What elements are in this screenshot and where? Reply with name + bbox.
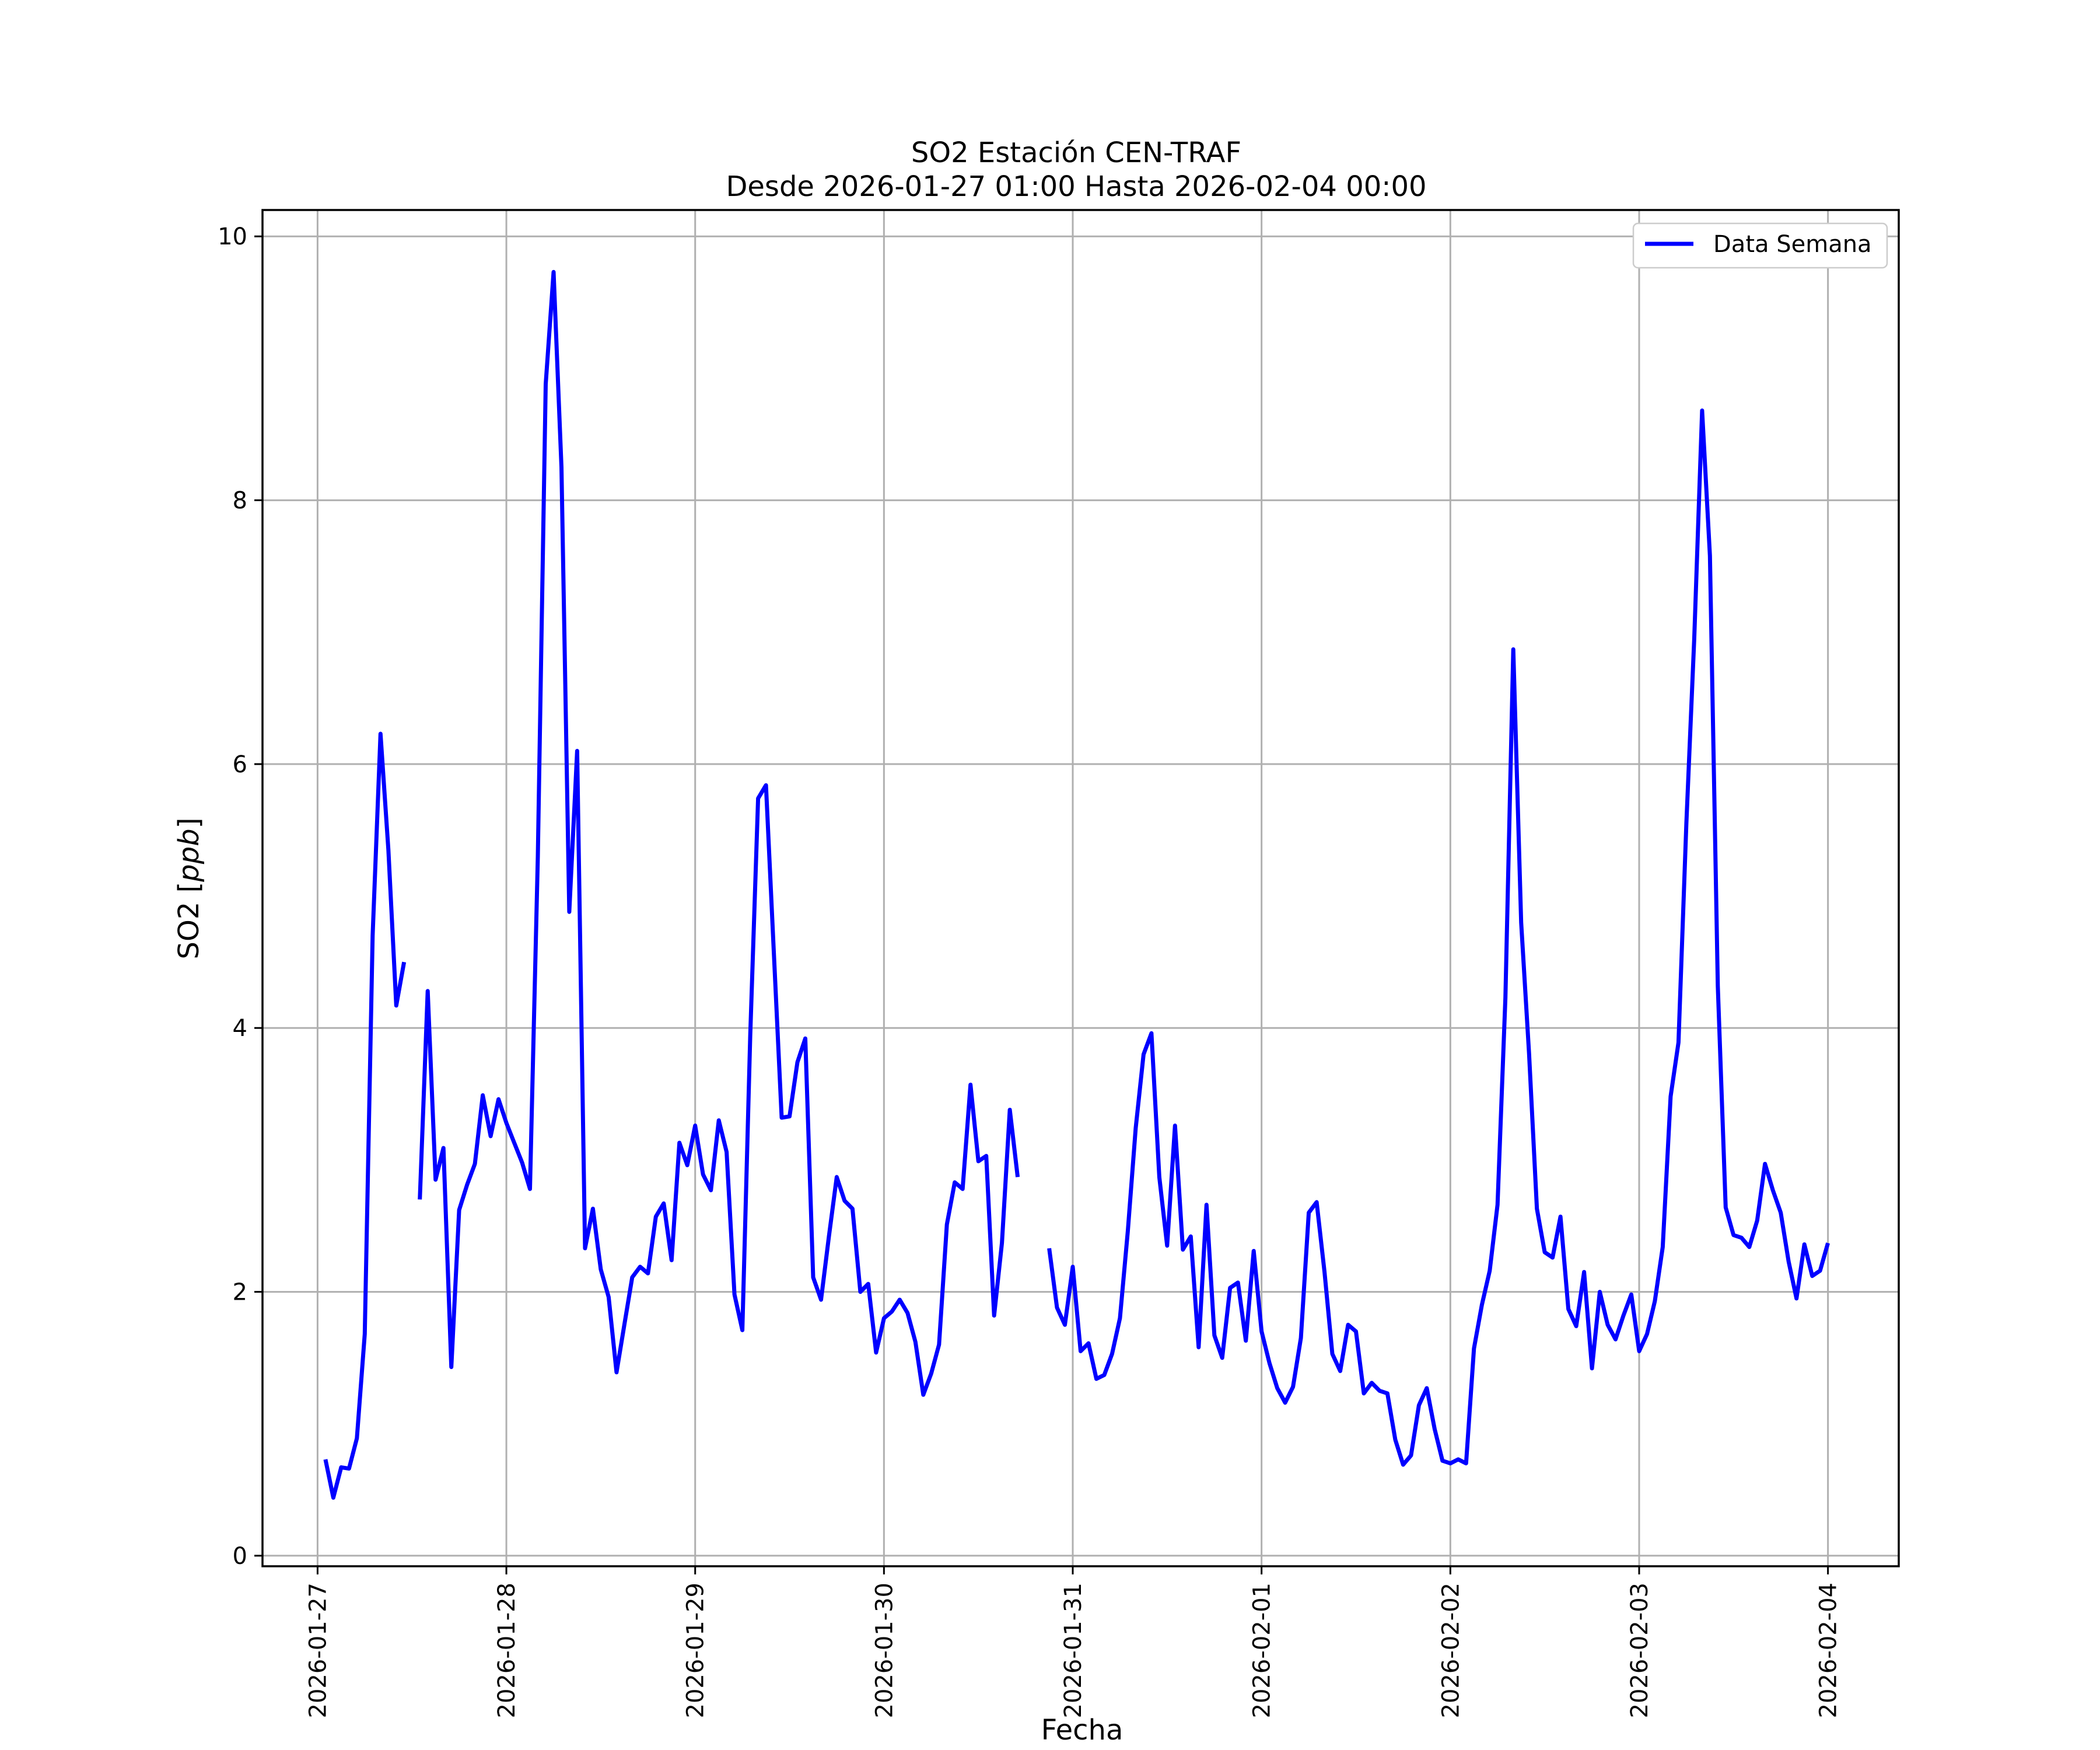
series-line-data-semana (1047, 408, 1830, 1467)
x-axis-ticks: 2026-01-27 2026-01-28 2026-01-29 2026-01-30… (304, 1566, 1842, 1718)
y-tick-label: 10 (218, 223, 247, 250)
x-axis-label: Fecha (1041, 1714, 1124, 1746)
chart-title-line-2: Desde 2026-01-27 01:00 Hasta 2026-02-04 … (726, 170, 1426, 203)
y-tick-label: 0 (233, 1543, 247, 1570)
series-line-data-semana (323, 732, 407, 1500)
y-axis-label: SO2 [ppb] (173, 818, 205, 960)
y-tick-label: 4 (233, 1015, 247, 1042)
x-tick-label: 2026-02-01 (1249, 1583, 1276, 1718)
x-tick-label: 2026-01-31 (1060, 1583, 1087, 1718)
chart-title-line-1: SO2 Estación CEN-TRAF (911, 136, 1241, 169)
x-tick-label: 2026-02-04 (1815, 1583, 1842, 1718)
y-tick-label: 8 (233, 488, 247, 514)
x-tick-label: 2026-01-29 (682, 1583, 709, 1718)
series-line-data-semana (418, 270, 1020, 1397)
legend-label-data-semana: Data Semana (1713, 231, 1872, 258)
series-layer (323, 270, 1830, 1500)
x-tick-label: 2026-01-28 (494, 1583, 520, 1718)
x-tick-label: 2026-01-30 (871, 1583, 898, 1718)
y-tick-label: 6 (233, 751, 247, 778)
y-axis-ticks: 0 2 4 6 8 10 (218, 223, 262, 1570)
plot-area-frame (261, 209, 1900, 1567)
y-tick-label: 2 (233, 1279, 247, 1306)
x-tick-label: 2026-02-02 (1437, 1583, 1464, 1718)
x-tick-label: 2026-01-27 (304, 1583, 331, 1718)
legend: Data Semana (1632, 222, 1888, 269)
legend-box (1632, 222, 1888, 269)
x-tick-label: 2026-02-03 (1626, 1583, 1653, 1718)
